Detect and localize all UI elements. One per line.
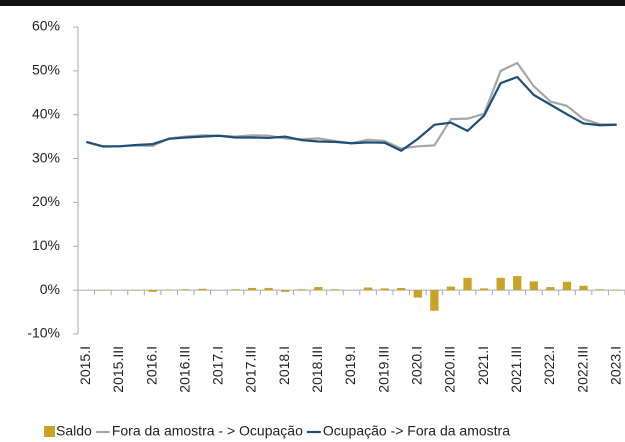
bar <box>496 277 505 291</box>
bar <box>446 286 456 291</box>
bar <box>397 287 406 291</box>
x-tick-label: 2021.III <box>508 346 524 393</box>
bar <box>181 289 190 291</box>
bar <box>595 289 605 291</box>
line <box>85 61 617 150</box>
y-tick-label: 60% <box>32 18 60 34</box>
bar <box>297 289 306 291</box>
bar <box>198 288 207 291</box>
x-tick-label: 2022.III <box>574 346 590 393</box>
bar <box>363 287 373 291</box>
y-tick-label: 10% <box>32 237 60 253</box>
x-tick-label: 2016.I <box>143 346 159 385</box>
bar <box>513 276 522 291</box>
y-tick-label: 40% <box>32 105 60 121</box>
bar <box>330 289 340 291</box>
x-tick-label: 2015.III <box>110 346 126 393</box>
x-tick-label: 2018.I <box>276 346 292 385</box>
bar <box>380 288 389 291</box>
x-tick-label: 2020.III <box>442 346 458 393</box>
bar <box>413 290 422 298</box>
y-tick-label: -10% <box>27 325 60 341</box>
legend-label: Fora da amostra - > Ocupação <box>112 423 303 439</box>
top-border <box>0 0 625 6</box>
legend-swatch <box>44 426 55 437</box>
bar <box>579 285 588 291</box>
bar <box>479 288 489 291</box>
y-tick-label: 30% <box>32 149 60 165</box>
bar <box>281 290 290 292</box>
bar <box>264 287 273 291</box>
bar <box>463 277 472 291</box>
x-tick-label: 2018.III <box>309 346 325 393</box>
bar <box>231 289 240 291</box>
bar <box>314 287 323 291</box>
legend-label: Ocupação -> Fora da amostra <box>323 423 510 439</box>
bar <box>430 290 439 311</box>
x-tick-label: 2022.I <box>541 346 557 385</box>
x-tick-label: 2019.I <box>342 346 358 385</box>
legend-label: Saldo <box>56 423 92 439</box>
bar <box>247 287 257 291</box>
bar <box>148 290 157 292</box>
x-tick-label: 2023.I <box>607 346 623 385</box>
x-tick-label: 2020.I <box>409 346 425 385</box>
x-tick-label: 2017.I <box>210 346 226 385</box>
x-tick-label: 2021.I <box>475 346 491 385</box>
bar <box>562 281 572 291</box>
x-tick-label: 2015.I <box>77 346 93 385</box>
line <box>86 75 617 152</box>
y-tick-label: 50% <box>32 62 60 78</box>
bar <box>546 287 555 291</box>
x-tick-label: 2017.III <box>243 346 259 393</box>
y-tick-label: 20% <box>32 193 60 209</box>
bar <box>529 281 538 291</box>
y-tick-label: 0% <box>40 281 60 297</box>
x-tick-label: 2016.III <box>176 346 192 393</box>
x-tick-label: 2019.III <box>375 346 391 393</box>
